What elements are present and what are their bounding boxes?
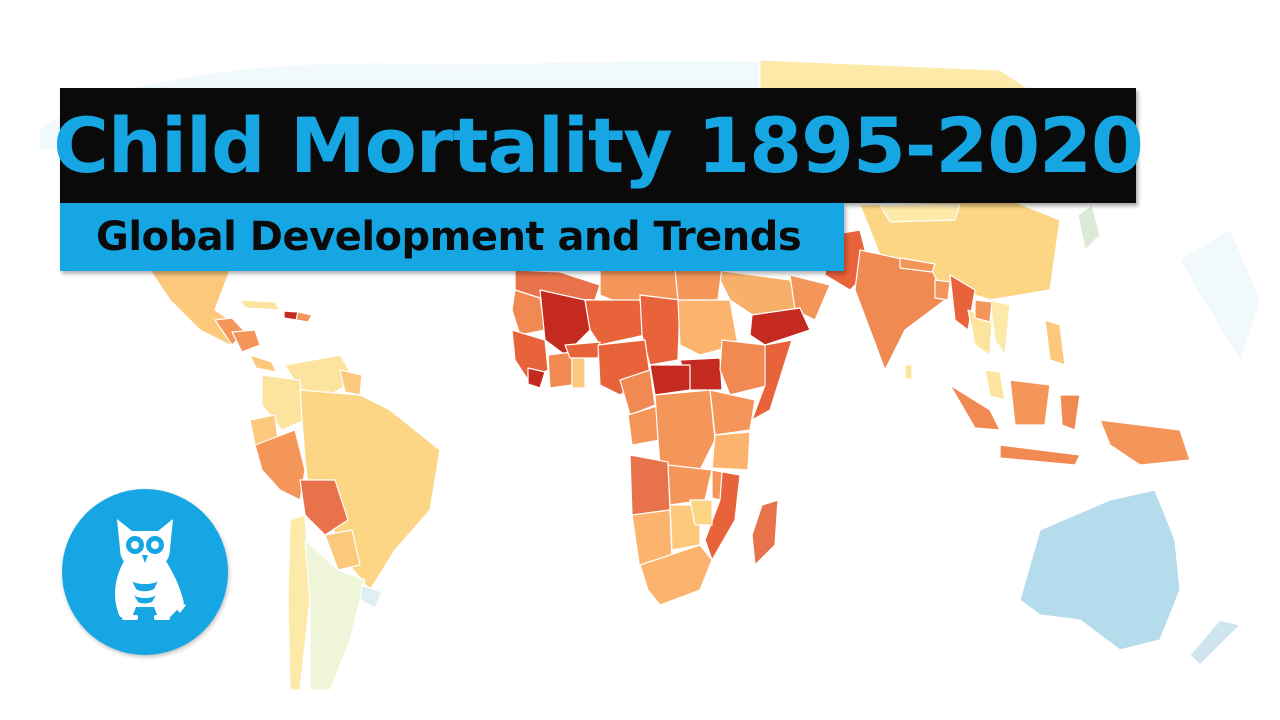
country-philippines: [1044, 319, 1066, 366]
country-sulawesi: [1059, 394, 1081, 431]
oceania: [949, 319, 1241, 666]
country-drc: [654, 389, 716, 471]
country-ethiopia: [719, 339, 771, 396]
country-new-zealand: [1189, 619, 1241, 666]
country-cuba: [239, 299, 281, 311]
country-bolivia: [299, 479, 349, 536]
country-sumatra: [949, 384, 1001, 431]
country-honduras: [231, 329, 261, 353]
country-cameroon: [619, 369, 656, 416]
country-niger: [584, 299, 646, 346]
country-panama: [249, 354, 277, 373]
south-america: [249, 354, 441, 691]
page-subtitle: Global Development and Trends: [96, 214, 802, 260]
country-chile: [287, 514, 311, 691]
title-banner: Child Mortality 1895-2020: [53, 88, 1144, 203]
country-argentina: [304, 539, 366, 691]
country-japan: [1077, 204, 1101, 251]
country-zimbabwe: [689, 499, 713, 526]
country-malawi: [711, 469, 723, 501]
country-uruguay: [359, 584, 383, 609]
country-australia: [1019, 489, 1181, 651]
country-ivory-coast: [547, 351, 573, 389]
country-mauritania: [511, 289, 546, 336]
country-dominican: [295, 311, 313, 323]
country-somalia: [751, 339, 793, 421]
country-mali: [539, 289, 591, 356]
country-sierra-leone: [527, 367, 546, 389]
country-egypt: [674, 267, 723, 301]
country-new-guinea: [1099, 419, 1191, 466]
country-sri-lanka: [904, 364, 913, 381]
country-nepal: [899, 257, 936, 273]
country-vietnam: [989, 299, 1011, 356]
country-bangladesh: [934, 279, 951, 301]
africa: [511, 269, 793, 606]
country-angola: [629, 454, 671, 516]
page-title: Child Mortality 1895-2020: [53, 101, 1144, 190]
country-java: [999, 444, 1081, 466]
channel-logo[interactable]: [62, 489, 228, 655]
country-laos: [974, 299, 993, 323]
country-chad: [639, 294, 681, 366]
country-yemen: [749, 307, 811, 346]
country-guyana: [339, 369, 363, 396]
owl-icon: [115, 519, 186, 620]
country-zambia: [667, 464, 713, 506]
country-uganda-kenya: [709, 389, 756, 436]
subtitle-banner: Global Development and Trends: [60, 203, 844, 271]
country-madagascar: [751, 499, 779, 566]
country-south-africa: [639, 544, 713, 606]
country-paraguay: [324, 529, 361, 571]
country-mongolia: [879, 204, 961, 223]
country-peru: [254, 429, 306, 501]
country-malaysia: [984, 369, 1006, 401]
country-burkina: [564, 341, 601, 359]
country-borneo: [1009, 379, 1051, 426]
country-car: [649, 364, 691, 396]
country-tanzania: [711, 431, 751, 471]
